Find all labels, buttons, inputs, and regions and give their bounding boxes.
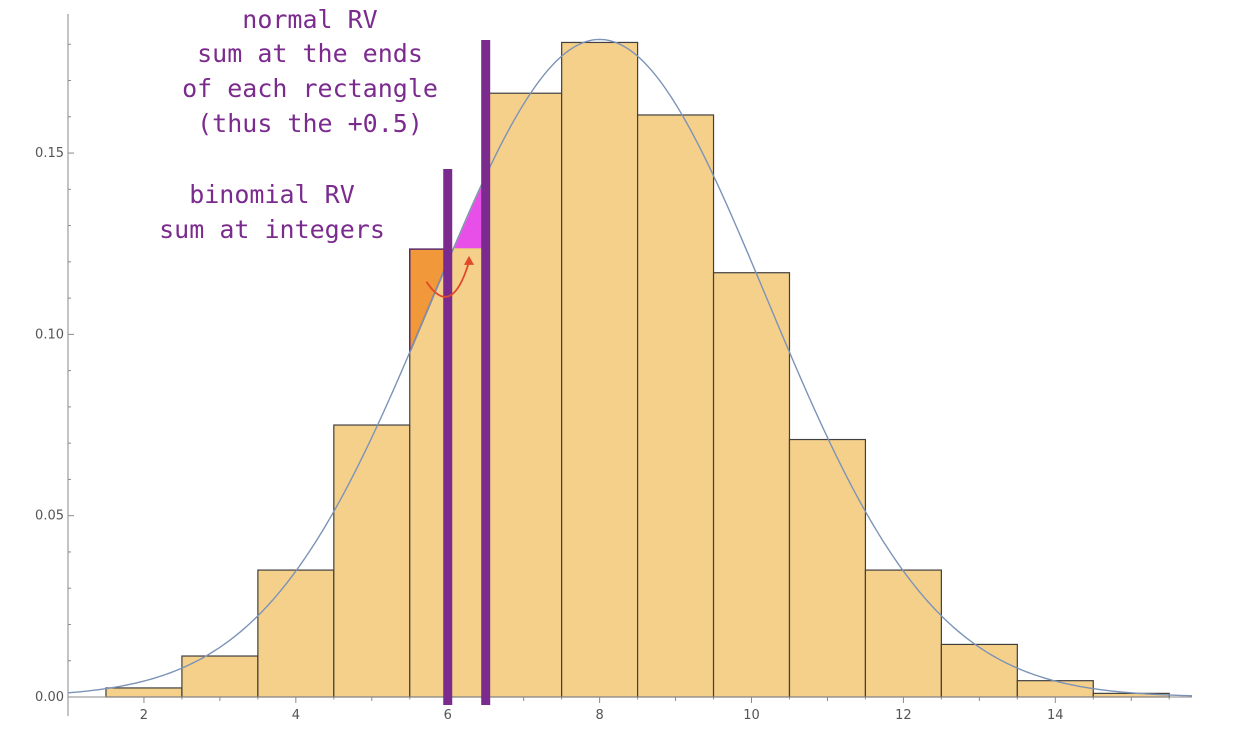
x-tick-label-12: 12: [895, 708, 912, 723]
bar-8: [561, 41, 639, 698]
x-tick-label-4: 4: [292, 708, 300, 723]
bar-7: [485, 92, 563, 698]
bar-13: [940, 643, 1018, 698]
marker-line-integer: [443, 169, 453, 705]
y-ticks: 0.00 0.05 0.10 0.15: [35, 43, 74, 705]
normal-annotation-line-4: (thus the +0.5): [197, 109, 423, 138]
binomial-annotation-line-1: binomial RV: [189, 180, 355, 209]
arrow-path: [425, 261, 470, 298]
bar-11: [788, 438, 867, 698]
bar-2: [105, 687, 183, 698]
normal-curve: [67, 38, 1193, 697]
bar-14: [1016, 680, 1094, 698]
axes-group: 2 4 6 8 10 12 14 0.00 0.05 0.10 0.15: [35, 14, 1192, 723]
x-tick-label-6: 6: [444, 708, 452, 723]
bar-4: [257, 569, 335, 698]
bar-9: [636, 114, 715, 698]
bar-12: [864, 569, 942, 698]
x-tick-label-8: 8: [595, 708, 603, 723]
vertical-markers: [443, 40, 491, 705]
normal-annotation-line-3: of each rectangle: [182, 74, 438, 103]
bar-10: [712, 272, 791, 698]
normal-annotation-line-1: normal RV: [242, 5, 377, 34]
marker-line-plus-half: [481, 40, 491, 705]
y-tick-label-0.10: 0.10: [35, 327, 64, 342]
binomial-annotation-line-2: sum at integers: [159, 215, 385, 244]
x-tick-label-2: 2: [140, 708, 148, 723]
bars-group: [105, 41, 1170, 698]
x-tick-label-14: 14: [1047, 708, 1064, 723]
y-tick-label-0.15: 0.15: [35, 146, 64, 161]
normal-annotation-line-2: sum at the ends: [197, 39, 423, 68]
x-tick-label-10: 10: [743, 708, 760, 723]
y-tick-label-0.00: 0.00: [35, 690, 64, 705]
x-ticks: 2 4 6 8 10 12 14: [140, 697, 1170, 723]
arrow-head: [463, 255, 474, 265]
bar-5: [333, 424, 411, 698]
shift-arrow: [425, 255, 474, 298]
y-tick-label-0.05: 0.05: [35, 509, 64, 524]
